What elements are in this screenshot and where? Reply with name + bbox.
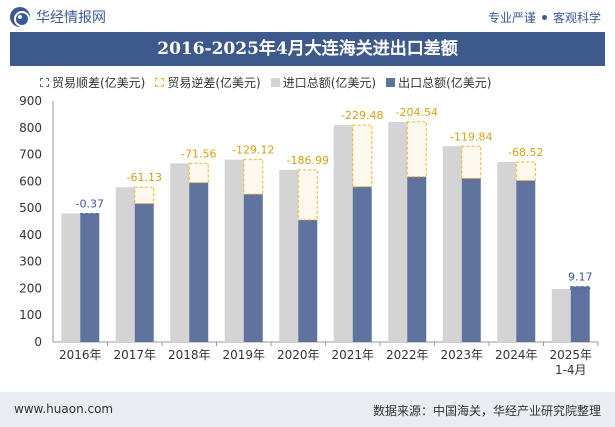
- export-bar: [352, 186, 372, 342]
- export-bar: [189, 182, 209, 342]
- legend-label-export: 出口总额(亿美元): [398, 75, 492, 90]
- x-tick-label: 2016年: [59, 348, 102, 362]
- x-tick-label: 2023年: [440, 348, 483, 362]
- y-tick-label: 0: [34, 335, 42, 349]
- legend-label-import: 进口总额(亿美元): [282, 75, 377, 90]
- x-tick-label: 2017年: [113, 348, 156, 362]
- brand: 华经情报网: [10, 7, 106, 27]
- footer-url: www.huaon.com: [14, 402, 114, 416]
- export-bar: [298, 219, 318, 342]
- import-bar: [497, 162, 517, 342]
- export-bar: [134, 203, 154, 342]
- surplus-box: [570, 286, 591, 290]
- brand-name: 华经情报网: [36, 10, 106, 26]
- bullet-icon: [541, 15, 547, 20]
- deficit-box: [134, 186, 155, 205]
- legend-swatch-export: [386, 77, 396, 87]
- deficit-box: [352, 124, 373, 188]
- export-bar: [407, 176, 427, 342]
- balance-label: -129.12: [232, 144, 274, 157]
- y-tick-label: 800: [19, 121, 42, 135]
- balance-label: -204.54: [396, 106, 438, 119]
- legend-item-import: 进口总额(亿美元): [270, 74, 377, 91]
- import-bar: [170, 163, 190, 342]
- export-bar: [80, 213, 100, 342]
- import-bar: [115, 187, 135, 342]
- balance-label: -61.13: [127, 171, 162, 184]
- legend-swatch-deficit: [155, 77, 165, 87]
- import-bar: [551, 288, 571, 342]
- y-tick-label: 100: [19, 308, 42, 322]
- import-bar: [442, 146, 462, 342]
- deficit-box: [515, 161, 536, 182]
- bar-chart: 0 100 200 300 400 500 600 700 800 900 -0.37 2016年 -6…: [19, 94, 599, 377]
- y-tick-label: 500: [19, 201, 42, 215]
- balance-label: -186.99: [287, 154, 329, 167]
- balance-label: -229.48: [341, 109, 383, 122]
- chart-legend: 贸易顺差(亿美元) 贸易逆差(亿美元) 进口总额(亿美元) 出口总额(亿美元): [40, 74, 502, 90]
- export-bar: [570, 286, 590, 342]
- title-bar: 2016-2025年4月大连海关进出口差额: [10, 32, 605, 66]
- brand-logo-icon: [10, 7, 30, 27]
- export-bar: [243, 194, 263, 342]
- deficit-box: [297, 169, 318, 221]
- footer: www.huaon.com 数据来源：中国海关，华经产业研究院整理: [0, 392, 615, 427]
- y-tick-label: 300: [19, 255, 42, 269]
- legend-item-deficit: 贸易逆差(亿美元): [155, 74, 261, 91]
- import-bar: [388, 121, 408, 343]
- export-bar: [461, 178, 481, 342]
- y-tick-label: 200: [19, 281, 42, 295]
- x-tick-label: 2018年: [168, 348, 211, 362]
- import-bar: [279, 169, 299, 342]
- balance-label: -119.84: [450, 130, 492, 143]
- deficit-box: [461, 145, 482, 179]
- y-tick-label: 700: [19, 148, 42, 162]
- y-tick-label: 900: [19, 94, 42, 108]
- x-tick-label: 2024年: [495, 348, 538, 362]
- legend-item-export: 出口总额(亿美元): [386, 74, 492, 91]
- top-bar: 华经情报网 专业严谨 客观科学: [0, 0, 615, 32]
- chart-title: 2016-2025年4月大连海关进出口差额: [157, 39, 458, 59]
- footer-source: 数据来源：中国海关，华经产业研究院整理: [372, 404, 601, 418]
- legend-label-surplus: 贸易顺差(亿美元): [52, 75, 146, 90]
- legend-item-surplus: 贸易顺差(亿美元): [40, 74, 145, 91]
- import-bar: [333, 125, 353, 342]
- legend-label-deficit: 贸易逆差(亿美元): [167, 75, 261, 90]
- y-tick-label: 400: [19, 228, 42, 242]
- x-tick-label: 2022年: [386, 348, 429, 362]
- deficit-box: [406, 121, 427, 178]
- tagline: 专业严谨 客观科学: [488, 9, 601, 26]
- y-tick-label: 600: [19, 174, 42, 188]
- tagline-objective: 客观科学: [552, 11, 601, 25]
- x-tick-label: 2021年: [331, 348, 374, 362]
- balance-label: -71.56: [181, 147, 216, 160]
- legend-swatch-surplus: [40, 77, 49, 87]
- tagline-professional: 专业严谨: [487, 11, 536, 25]
- x-tick-label: 1-4月: [555, 363, 587, 377]
- legend-swatch-import: [270, 77, 280, 87]
- x-tick-label: 2020年: [277, 348, 320, 362]
- import-bar: [224, 159, 244, 342]
- balance-label: -0.37: [76, 197, 104, 210]
- balance-label: -68.52: [508, 146, 543, 159]
- x-tick-label: 2019年: [222, 348, 265, 362]
- import-bar: [61, 213, 81, 342]
- x-tick-label: 2025年: [549, 348, 592, 362]
- export-bar: [516, 180, 536, 342]
- deficit-box: [243, 159, 264, 195]
- balance-label: 9.17: [568, 271, 593, 284]
- deficit-box: [188, 162, 209, 184]
- surplus-box: [79, 212, 100, 215]
